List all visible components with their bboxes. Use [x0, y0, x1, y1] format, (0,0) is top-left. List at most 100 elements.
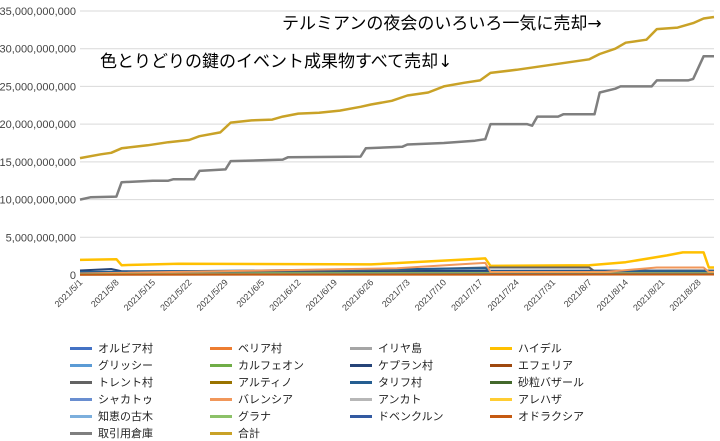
legend-label: バレンシア	[238, 391, 293, 407]
legend-swatch	[490, 415, 512, 418]
legend-swatch	[350, 398, 372, 401]
y-tick-label: 25,000,000,000	[0, 81, 76, 93]
x-tick-label: 2021/5/8	[89, 277, 121, 309]
legend-label: イリヤ島	[378, 340, 422, 356]
line-chart: 05,000,000,00010,000,000,00015,000,000,0…	[0, 0, 720, 340]
legend-swatch	[350, 381, 372, 384]
x-tick-label: 2021/5/15	[122, 277, 157, 312]
x-tick-label: 2021/8/14	[595, 277, 630, 312]
legend-swatch	[70, 364, 92, 367]
legend-label: 取引用倉庫	[98, 425, 153, 441]
x-tick-label: 2021/5/1	[53, 277, 85, 309]
x-tick-label: 2021/6/12	[267, 277, 302, 312]
legend-label: オルビア村	[98, 340, 153, 356]
legend-label: グリッシー	[98, 357, 153, 373]
legend-label: エフェリア	[518, 357, 573, 373]
legend-swatch	[70, 415, 92, 418]
legend-swatch	[490, 381, 512, 384]
legend-swatch	[350, 364, 372, 367]
legend-item: 取引用倉庫	[70, 425, 210, 441]
legend-item: アルティノ	[210, 374, 350, 390]
x-tick-label: 2021/8/7	[562, 277, 594, 309]
legend-item: 合計	[210, 425, 350, 441]
legend-label: オドラクシア	[518, 408, 584, 424]
y-tick-label: 35,000,000,000	[0, 6, 76, 18]
legend-item: シャカトゥ	[70, 391, 210, 407]
legend-item: バレンシア	[210, 391, 350, 407]
x-tick-label: 2021/7/31	[522, 277, 557, 312]
legend-swatch	[210, 415, 232, 418]
legend-item: 砂粒バザール	[490, 374, 630, 390]
legend-swatch	[70, 347, 92, 350]
y-tick-label: 15,000,000,000	[0, 157, 76, 169]
x-tick-label: 2021/6/19	[304, 277, 339, 312]
legend-label: ハイデル	[518, 340, 562, 356]
legend-swatch	[350, 347, 372, 350]
legend-label: アンカト	[378, 391, 422, 407]
x-tick-label: 2021/7/24	[486, 277, 521, 312]
legend-label: アルティノ	[238, 374, 292, 390]
annotation-sale-1: テルミアンの夜会のいろいろ一気に売却→	[282, 14, 602, 34]
legend-swatch	[490, 398, 512, 401]
x-tick-label: 2021/6/26	[340, 277, 375, 312]
legend-item: グラナ	[210, 408, 350, 424]
legend-item: エフェリア	[490, 357, 630, 373]
legend-swatch	[210, 364, 232, 367]
legend-item: トレント村	[70, 374, 210, 390]
legend-item: アレハザ	[490, 391, 630, 407]
legend-label: タリフ村	[378, 374, 422, 390]
legend-swatch	[210, 347, 232, 350]
legend-item: ケプラン村	[350, 357, 490, 373]
y-tick-label: 20,000,000,000	[0, 119, 76, 131]
legend-swatch	[70, 381, 92, 384]
legend-label: シャカトゥ	[98, 391, 153, 407]
gridlines	[80, 11, 714, 275]
legend-swatch	[350, 415, 372, 418]
legend-item: カルフェオン	[210, 357, 350, 373]
x-tick-label: 2021/7/10	[413, 277, 448, 312]
legend-swatch	[70, 398, 92, 401]
annotation-sale-2: 色とりどりの鍵のイベント成果物すべて売却↓	[100, 52, 452, 72]
x-tick-label: 2021/5/29	[195, 277, 230, 312]
chart-legend: オルビア村 ベリア村 イリヤ島 ハイデルグリッシー カルフェオン ケプラン村 エフェリアトレ…	[70, 340, 710, 441]
legend-item: タリフ村	[350, 374, 490, 390]
legend-swatch	[490, 364, 512, 367]
x-tick-label: 2021/5/22	[158, 277, 193, 312]
legend-item: オルビア村	[70, 340, 210, 356]
legend-swatch	[490, 347, 512, 350]
legend-label: カルフェオン	[238, 357, 304, 373]
series-line-3	[80, 252, 714, 267]
legend-swatch	[210, 381, 232, 384]
legend-item: ドベンクルン	[350, 408, 490, 424]
legend-swatch	[70, 432, 92, 435]
y-tick-label: 5,000,000,000	[6, 232, 76, 244]
y-tick-label: 10,000,000,000	[0, 195, 76, 207]
legend-item: ハイデル	[490, 340, 630, 356]
legend-label: トレント村	[98, 374, 153, 390]
legend-label: ドベンクルン	[378, 408, 443, 424]
x-tick-label: 2021/8/21	[631, 277, 666, 312]
legend-item: 知恵の古木	[70, 408, 210, 424]
x-tick-label: 2021/7/3	[380, 277, 412, 309]
legend-item: オドラクシア	[490, 408, 630, 424]
legend-label: 合計	[238, 425, 260, 441]
legend-label: グラナ	[238, 408, 271, 424]
series-line-20	[80, 56, 714, 199]
legend-item: アンカト	[350, 391, 490, 407]
legend-label: ベリア村	[238, 340, 282, 356]
legend-label: ケプラン村	[378, 357, 433, 373]
legend-item: グリッシー	[70, 357, 210, 373]
legend-swatch	[210, 432, 232, 435]
legend-label: 砂粒バザール	[518, 374, 584, 390]
y-axis-ticks: 05,000,000,00010,000,000,00015,000,000,0…	[0, 6, 76, 282]
legend-swatch	[210, 398, 232, 401]
y-tick-label: 30,000,000,000	[0, 44, 76, 56]
legend-label: 知恵の古木	[98, 408, 153, 424]
x-tick-label: 2021/7/17	[449, 277, 484, 312]
x-tick-label: 2021/8/28	[667, 277, 702, 312]
x-tick-label: 2021/6/5	[234, 277, 266, 309]
legend-item: イリヤ島	[350, 340, 490, 356]
legend-item: ベリア村	[210, 340, 350, 356]
legend-label: アレハザ	[518, 391, 562, 407]
